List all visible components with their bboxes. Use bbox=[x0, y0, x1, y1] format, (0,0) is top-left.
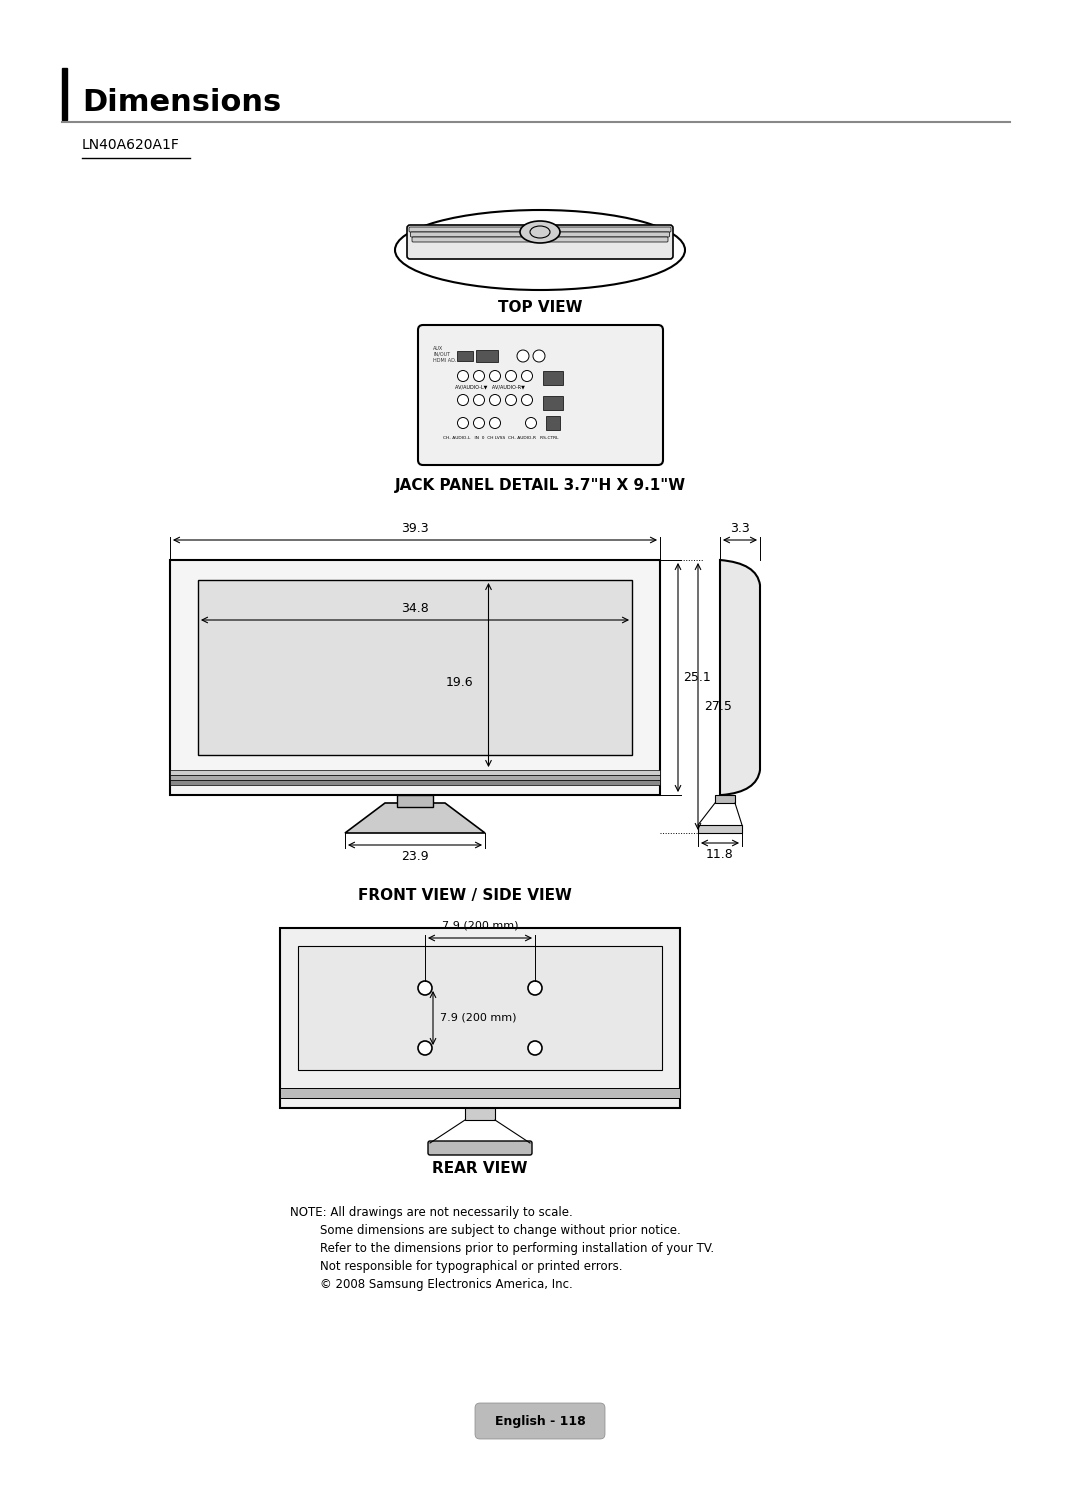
Text: CH- AUDIO-L   IN  0  CH LVSS  CH- AUDIO-R   RS-CTRL: CH- AUDIO-L IN 0 CH LVSS CH- AUDIO-R RS-… bbox=[443, 436, 558, 440]
Polygon shape bbox=[345, 804, 485, 833]
Text: TOP VIEW: TOP VIEW bbox=[498, 301, 582, 315]
Circle shape bbox=[458, 394, 469, 406]
Text: English - 118: English - 118 bbox=[495, 1415, 585, 1427]
Circle shape bbox=[534, 350, 545, 362]
Circle shape bbox=[528, 1042, 542, 1055]
FancyBboxPatch shape bbox=[418, 324, 663, 464]
Bar bbox=[198, 580, 632, 754]
Bar bbox=[170, 559, 660, 565]
Circle shape bbox=[489, 418, 500, 429]
Circle shape bbox=[489, 394, 500, 406]
Text: 39.3: 39.3 bbox=[401, 522, 429, 536]
Text: JACK PANEL DETAIL 3.7"H X 9.1"W: JACK PANEL DETAIL 3.7"H X 9.1"W bbox=[394, 478, 686, 493]
Text: 19.6: 19.6 bbox=[446, 677, 473, 689]
Bar bbox=[543, 396, 563, 411]
Text: Dimensions: Dimensions bbox=[82, 88, 281, 118]
Bar bbox=[170, 775, 660, 780]
FancyBboxPatch shape bbox=[475, 1403, 605, 1439]
Circle shape bbox=[522, 371, 532, 381]
Text: FRONT VIEW / SIDE VIEW: FRONT VIEW / SIDE VIEW bbox=[359, 888, 572, 903]
Circle shape bbox=[517, 350, 529, 362]
Text: AV/AUDIO-L▼   AV/AUDIO-R▼: AV/AUDIO-L▼ AV/AUDIO-R▼ bbox=[455, 384, 525, 388]
Circle shape bbox=[526, 418, 537, 429]
Text: 7.9 (200 mm): 7.9 (200 mm) bbox=[440, 1013, 516, 1024]
Text: LN40A620A1F: LN40A620A1F bbox=[82, 138, 180, 152]
FancyBboxPatch shape bbox=[409, 228, 671, 232]
Text: 34.8: 34.8 bbox=[401, 603, 429, 615]
Bar bbox=[698, 824, 742, 833]
Bar bbox=[62, 68, 67, 121]
FancyBboxPatch shape bbox=[407, 225, 673, 259]
Circle shape bbox=[505, 394, 516, 406]
Circle shape bbox=[473, 371, 485, 381]
Circle shape bbox=[528, 981, 542, 995]
PathPatch shape bbox=[720, 559, 760, 795]
Bar bbox=[170, 559, 660, 795]
Bar bbox=[170, 571, 660, 574]
Text: 27.5: 27.5 bbox=[704, 699, 732, 713]
Circle shape bbox=[418, 981, 432, 995]
Bar bbox=[170, 769, 660, 775]
Bar bbox=[280, 929, 680, 934]
Text: Some dimensions are subject to change without prior notice.: Some dimensions are subject to change wi… bbox=[291, 1225, 680, 1237]
Ellipse shape bbox=[519, 222, 561, 243]
Text: AUX
IN/OUT
HDMI AD.: AUX IN/OUT HDMI AD. bbox=[433, 347, 457, 363]
Bar bbox=[298, 946, 662, 1070]
Text: Not responsible for typographical or printed errors.: Not responsible for typographical or pri… bbox=[291, 1260, 622, 1274]
FancyBboxPatch shape bbox=[410, 232, 670, 237]
Bar bbox=[170, 565, 660, 571]
Circle shape bbox=[458, 418, 469, 429]
Circle shape bbox=[473, 394, 485, 406]
Circle shape bbox=[522, 394, 532, 406]
Bar bbox=[715, 795, 735, 804]
Text: Refer to the dimensions prior to performing installation of your TV.: Refer to the dimensions prior to perform… bbox=[291, 1242, 714, 1254]
FancyBboxPatch shape bbox=[428, 1141, 532, 1155]
Text: 23.9: 23.9 bbox=[401, 850, 429, 863]
Bar bbox=[280, 1088, 680, 1098]
FancyBboxPatch shape bbox=[411, 237, 669, 243]
Text: 25.1: 25.1 bbox=[683, 671, 711, 684]
Bar bbox=[280, 929, 680, 1109]
Bar bbox=[476, 350, 498, 362]
Bar bbox=[397, 795, 433, 806]
Text: 7.9 (200 mm): 7.9 (200 mm) bbox=[442, 921, 518, 931]
Text: 11.8: 11.8 bbox=[706, 848, 734, 862]
Text: 3.3: 3.3 bbox=[730, 522, 750, 536]
Bar bbox=[457, 351, 473, 362]
Circle shape bbox=[473, 418, 485, 429]
Circle shape bbox=[505, 371, 516, 381]
Circle shape bbox=[489, 371, 500, 381]
Bar bbox=[280, 934, 680, 940]
Text: REAR VIEW: REAR VIEW bbox=[432, 1161, 528, 1176]
Bar bbox=[543, 371, 563, 385]
Bar bbox=[546, 417, 561, 430]
Bar bbox=[170, 780, 660, 786]
Circle shape bbox=[458, 371, 469, 381]
Bar bbox=[465, 1109, 495, 1120]
Text: © 2008 Samsung Electronics America, Inc.: © 2008 Samsung Electronics America, Inc. bbox=[291, 1278, 572, 1292]
Text: NOTE: All drawings are not necessarily to scale.: NOTE: All drawings are not necessarily t… bbox=[291, 1205, 572, 1219]
Circle shape bbox=[418, 1042, 432, 1055]
